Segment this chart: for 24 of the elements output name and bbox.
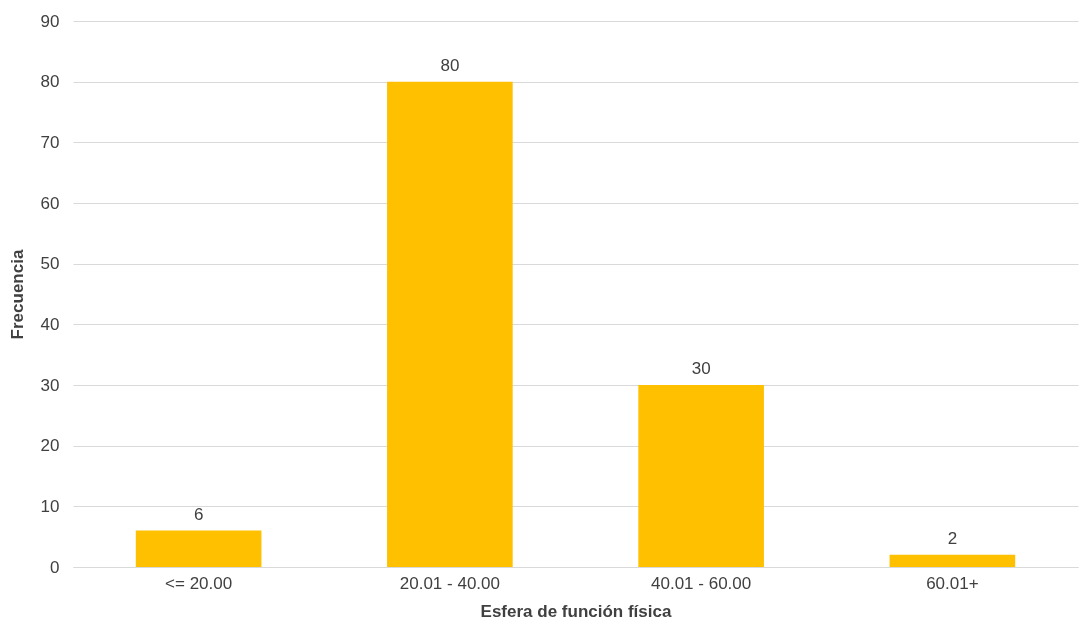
data-label: 2 [947,528,958,548]
bar [135,530,262,567]
y-tick-label: 20 [40,436,60,456]
bar [638,385,764,567]
y-tick-label: 90 [40,11,60,31]
x-tick-label: 20.01 - 40.00 [399,573,500,593]
y-tick-label: 70 [40,132,60,152]
data-label: 6 [193,504,204,524]
x-tick-label: 60.01+ [926,573,979,593]
y-tick-label: 10 [40,496,60,516]
y-tick-label: 30 [40,375,60,395]
bar [387,81,513,567]
y-tick-label: 80 [40,72,60,92]
x-axis-title: Esfera de función física [480,601,672,621]
x-tick-label: <= 20.00 [165,573,233,593]
y-axis-title: Frecuencia [7,249,27,340]
x-tick-label: 40.01 - 60.00 [651,573,752,593]
y-tick-label: 0 [50,557,60,577]
bar [889,554,1016,567]
y-tick-label: 60 [40,193,60,213]
y-tick-label: 50 [40,254,60,274]
data-label: 30 [691,359,711,378]
data-label: 80 [440,55,460,75]
y-tick-label: 40 [40,314,60,334]
